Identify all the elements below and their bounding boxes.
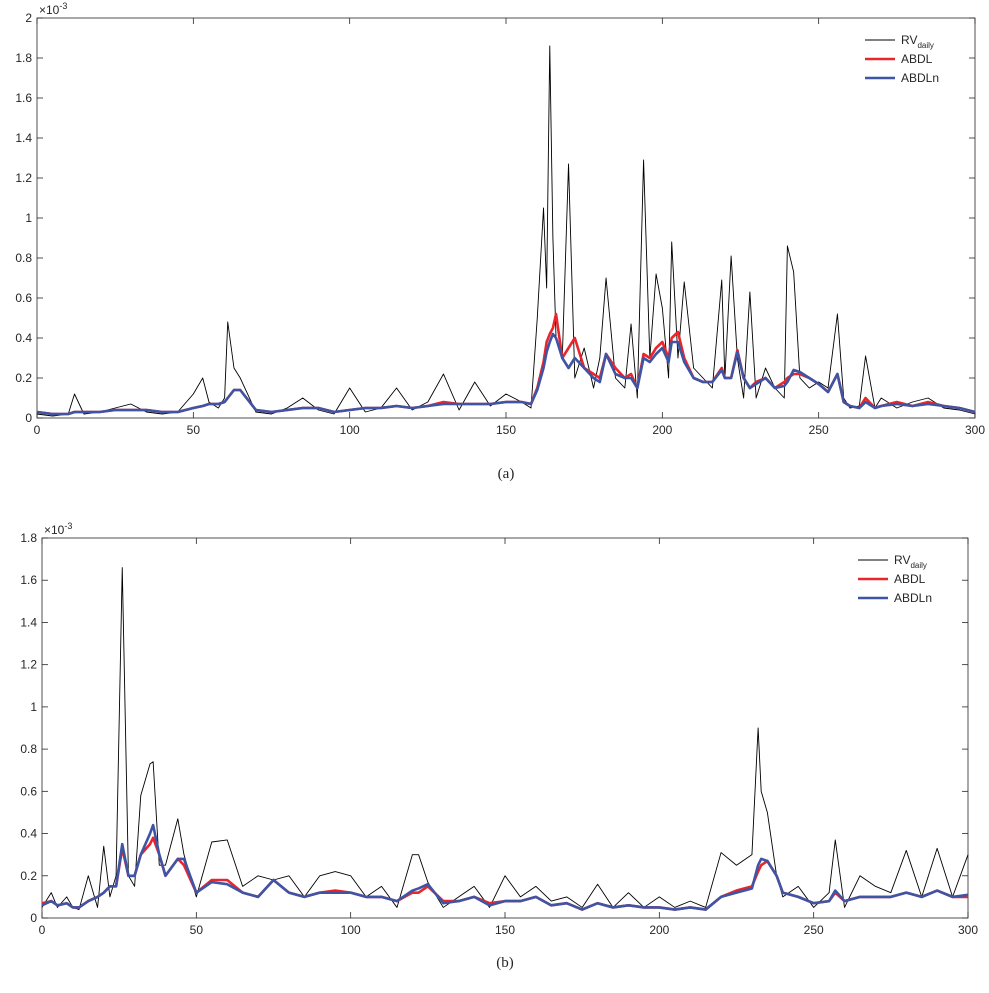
y-tick-label: 0.8 [20, 742, 37, 756]
x-tick-label: 150 [495, 923, 515, 937]
y-tick-label: 2 [25, 11, 32, 25]
y-tick-label: 1 [30, 700, 37, 714]
y-tick-label: 0 [25, 411, 32, 425]
x-tick-label: 150 [496, 423, 516, 437]
legend-name: RV [894, 553, 910, 567]
x-tick-label: 250 [804, 923, 824, 937]
series-line [36, 45, 976, 417]
x-tick-label: 200 [649, 923, 669, 937]
y-tick-label: 1.2 [15, 171, 32, 185]
axes-box [41, 537, 969, 919]
x-tick-label: 50 [187, 423, 201, 437]
legend-label: RVdaily [894, 553, 927, 570]
subplot: 0 0.2 0.4 0.6 0.8 1 1.2 1.4 1.6 1.8 0 50 100 150 200 25… [20, 521, 978, 971]
legend-label: ABDLn [894, 591, 932, 605]
axes-box [36, 17, 976, 419]
x-tick-label: 200 [652, 423, 672, 437]
caption: (b) [496, 955, 514, 971]
y-tick-label: 1.6 [15, 91, 32, 105]
legend-subscript: daily [910, 561, 926, 570]
y-tick-label: 0.4 [15, 331, 32, 345]
legend-label: RVdaily [901, 33, 934, 50]
series-line [41, 823, 969, 911]
x-tick-label: 100 [340, 423, 360, 437]
y-tick-label: 1.4 [20, 615, 37, 629]
legend-name: ABDLn [901, 71, 939, 85]
legend-name: RV [901, 33, 917, 47]
legend-name: ABDLn [894, 591, 932, 605]
y-scale-label: ×10-3 [44, 521, 72, 537]
y-tick-label: 0.2 [20, 869, 37, 883]
y-tick-label: 1.2 [20, 658, 37, 672]
x-tick-label: 0 [39, 923, 46, 937]
x-tick-label: 300 [965, 423, 985, 437]
y-scale-label: ×10-3 [39, 1, 67, 17]
x-tick-label: 300 [958, 923, 978, 937]
y-scale-exponent: -3 [59, 1, 67, 11]
legend-label: ABDLn [901, 71, 939, 85]
y-tick-label: 0 [30, 911, 37, 925]
y-tick-label: 1.4 [15, 131, 32, 145]
legend-subscript: daily [917, 41, 933, 50]
y-scale-base: ×10 [39, 3, 60, 17]
series-line [36, 332, 976, 416]
y-tick-label: 0.6 [20, 784, 37, 798]
x-tick-label: 250 [809, 423, 829, 437]
y-tick-label: 1.8 [15, 51, 32, 65]
legend-label: ABDL [901, 52, 933, 66]
y-tick-label: 1 [25, 211, 32, 225]
y-tick-label: 0.4 [20, 827, 37, 841]
legend-label: ABDL [894, 572, 926, 586]
y-scale-exponent: -3 [64, 521, 72, 531]
caption: (a) [498, 466, 515, 482]
y-tick-label: 1.8 [20, 531, 37, 545]
y-tick-label: 0.6 [15, 291, 32, 305]
x-tick-label: 50 [190, 923, 204, 937]
legend-name: ABDL [894, 572, 926, 586]
y-tick-label: 0.8 [15, 251, 32, 265]
x-tick-label: 0 [34, 423, 41, 437]
y-scale-base: ×10 [44, 523, 65, 537]
legend-name: ABDL [901, 52, 933, 66]
subplot: 0 0.2 0.4 0.6 0.8 1 1.2 1.4 1.6 1.8 2 0 50 100 150 200 2… [15, 1, 985, 482]
y-tick-label: 0.2 [15, 371, 32, 385]
y-tick-label: 1.6 [20, 573, 37, 587]
x-tick-label: 100 [341, 923, 361, 937]
